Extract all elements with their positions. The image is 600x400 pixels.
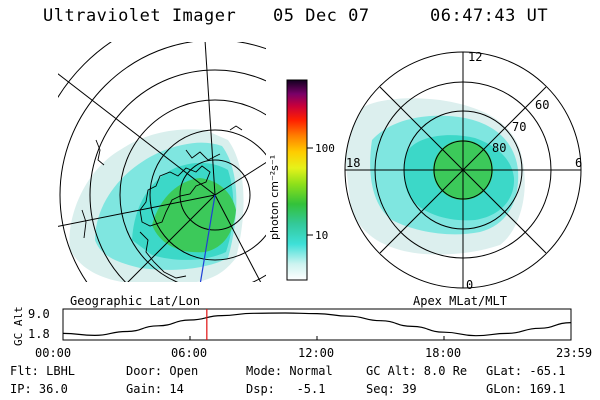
status-glat: GLat: -65.1 bbox=[486, 364, 566, 378]
status-filter: Flt: LBHL bbox=[10, 364, 76, 378]
colorbar-scale bbox=[286, 79, 308, 281]
status-mode: Mode: Normal bbox=[246, 364, 333, 378]
mlat-label-60: 60 bbox=[535, 98, 549, 112]
status-seq: Seq: 39 bbox=[366, 382, 417, 396]
colorbar-unit-label: photon cm⁻²s⁻¹ bbox=[268, 155, 281, 240]
xtick-label: 23:59 bbox=[556, 346, 592, 360]
status-gc-alt: GC Alt: 8.0 Re bbox=[366, 364, 468, 378]
status-glon: GLon: 169.1 bbox=[486, 382, 566, 396]
xtick-label: 12:00 bbox=[298, 346, 334, 360]
ytick-top: 9.0 bbox=[28, 307, 50, 321]
mlt-spokes bbox=[345, 52, 581, 288]
status-dsp: Dsp: -5.1 bbox=[246, 382, 326, 396]
xtick-label: 18:00 bbox=[425, 346, 461, 360]
ytick-bottom: 1.8 bbox=[28, 327, 50, 341]
colorbar-tick-100: 100 bbox=[315, 142, 335, 155]
xtick-label: 06:00 bbox=[171, 346, 207, 360]
mlat-label-70: 70 bbox=[512, 120, 526, 134]
magnetic-polar-plot: 12 18 6 0 60 70 80 bbox=[344, 50, 582, 292]
geographic-caption: Geographic Lat/Lon bbox=[70, 294, 200, 308]
coastlines bbox=[81, 125, 243, 279]
instrument-title: Ultraviolet Imager bbox=[43, 6, 237, 26]
status-gain: Gain: 14 bbox=[126, 382, 184, 396]
mlt-label-12: 12 bbox=[468, 50, 482, 64]
mlat-label-80: 80 bbox=[492, 141, 506, 155]
altitude-ylabel: GC Alt bbox=[12, 306, 25, 346]
altitude-series-group bbox=[62, 309, 572, 340]
status-door: Door: Open bbox=[126, 364, 199, 378]
local-meridian bbox=[199, 194, 216, 282]
altitude-chart: GC Alt 9.0 1.8 00:00 06:00 12:00 18:00 23:59 bbox=[12, 306, 592, 360]
apex-caption: Apex MLat/MLT bbox=[413, 294, 507, 308]
status-ip: IP: 36.0 bbox=[10, 382, 68, 396]
mlt-label-0: 0 bbox=[466, 278, 473, 292]
date-label: 05 Dec 07 bbox=[273, 6, 370, 26]
geographic-map bbox=[58, 42, 266, 282]
longitude-lines bbox=[58, 42, 266, 282]
time-label: 06:47:43 UT bbox=[430, 6, 549, 26]
latitude-circles bbox=[58, 42, 266, 282]
altitude-series-line-0 bbox=[62, 312, 572, 337]
mlt-label-18: 18 bbox=[346, 156, 360, 170]
xtick-label: 00:00 bbox=[35, 346, 71, 360]
colorbar-tick-10: 10 bbox=[315, 229, 328, 242]
altitude-xticks: 00:00 06:00 12:00 18:00 23:59 bbox=[35, 336, 592, 360]
mlt-label-6: 6 bbox=[575, 156, 582, 170]
colorbar: 100 10 photon cm⁻²s⁻¹ bbox=[268, 79, 335, 281]
